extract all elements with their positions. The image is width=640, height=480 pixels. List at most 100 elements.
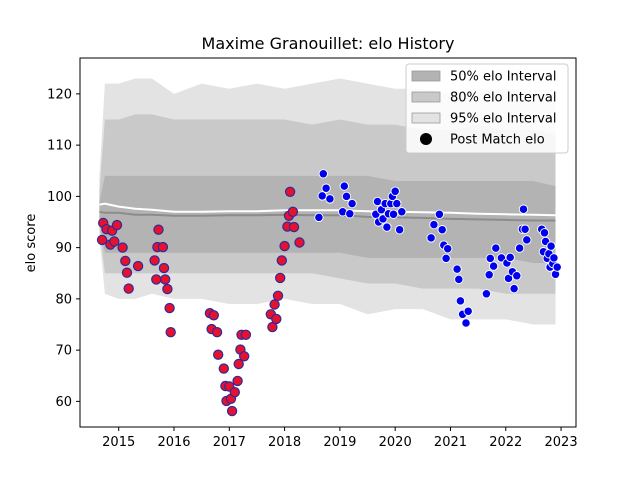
y-tick-label: 120 [47,87,72,102]
data-point [426,233,436,243]
data-point [276,255,287,266]
data-point [539,228,550,238]
data-point [121,267,133,278]
data-point [284,186,296,197]
legend-swatch [411,91,441,103]
y-tick-label: 90 [55,241,72,256]
data-point [232,375,243,387]
data-point [390,186,400,196]
data-point [452,264,462,274]
data-point [314,212,324,223]
data-point [238,351,250,362]
legend-swatch [411,70,441,82]
data-point [317,191,327,201]
data-point [484,270,494,280]
x-tick-label: 2017 [213,435,246,450]
data-point [509,283,519,294]
x-tick-label: 2015 [102,435,135,450]
data-point [463,306,473,316]
legend-label: 95% elo Interval [450,112,557,127]
data-point [372,196,383,207]
legend-box [405,63,569,154]
y-axis-label: elo score [24,214,39,273]
data-point [151,274,162,285]
data-point [485,253,495,264]
data-point [514,243,525,253]
data-point [212,349,224,360]
data-point [394,225,405,235]
data-point [159,274,171,285]
data-point [382,222,392,232]
data-point [488,261,499,271]
data-point [549,253,559,263]
data-point [347,198,357,209]
data-point [546,241,556,251]
data-point [164,302,175,314]
mean-line [99,202,556,217]
data-point [267,321,278,333]
data-point [434,209,445,219]
data-point [318,169,328,179]
data-points [96,169,562,417]
data-point [437,225,447,235]
data-point [339,181,349,191]
data-point [429,219,439,230]
data-point [512,271,522,281]
data-point [229,387,240,398]
data-point [522,235,532,245]
data-point [240,329,252,340]
data-point [491,243,501,253]
data-point [269,299,280,310]
data-point [271,313,282,325]
data-point [287,206,299,217]
legend: 50% elo Interval 80% elo Interval 95% elo … [405,63,569,154]
data-point [233,358,244,370]
x-tick-label: 2022 [489,435,522,450]
data-point [288,221,300,233]
data-point [158,262,170,274]
data-point [388,209,399,219]
chart-title: Maxime Granouillet: elo History [202,34,455,53]
y-tick-label: 60 [55,395,72,410]
x-tick-label: 2019 [323,435,356,450]
data-point [211,327,223,338]
x-tick-label: 2018 [268,435,301,450]
legend-label: 80% elo Interval [450,91,557,106]
legend-label: 50% elo Interval [450,70,557,85]
legend-swatch [411,112,441,124]
data-point [325,194,335,204]
data-point [109,236,120,247]
y-tick-label: 70 [55,344,72,359]
data-point [111,219,123,231]
data-point [123,283,134,294]
data-point [279,240,290,252]
data-point [218,363,229,374]
x-tick-label: 2023 [545,435,578,450]
data-point [455,296,466,306]
data-point [149,255,160,266]
data-point [132,260,144,272]
data-point [461,318,471,328]
y-tick-label: 80 [55,292,72,307]
axes: 2015 2016 2017 2018 2019 2020 2021 2022 2023 60 70… [47,57,578,450]
data-point [443,244,453,254]
data-point [272,290,284,301]
data-point [520,224,530,234]
data-point [157,241,169,253]
data-point [162,283,173,295]
x-tick-label: 2016 [157,435,190,450]
data-point [275,272,286,284]
data-point [392,198,402,209]
data-point [117,242,128,253]
legend-label: Post Match elo [450,133,545,148]
median-line [99,210,556,222]
data-point [397,207,407,217]
data-point [208,310,219,321]
data-point [345,209,355,219]
data-point [454,274,464,285]
data-point [441,253,451,264]
y-tick-label: 100 [47,190,72,205]
legend-marker [420,133,432,145]
data-point [321,183,331,193]
